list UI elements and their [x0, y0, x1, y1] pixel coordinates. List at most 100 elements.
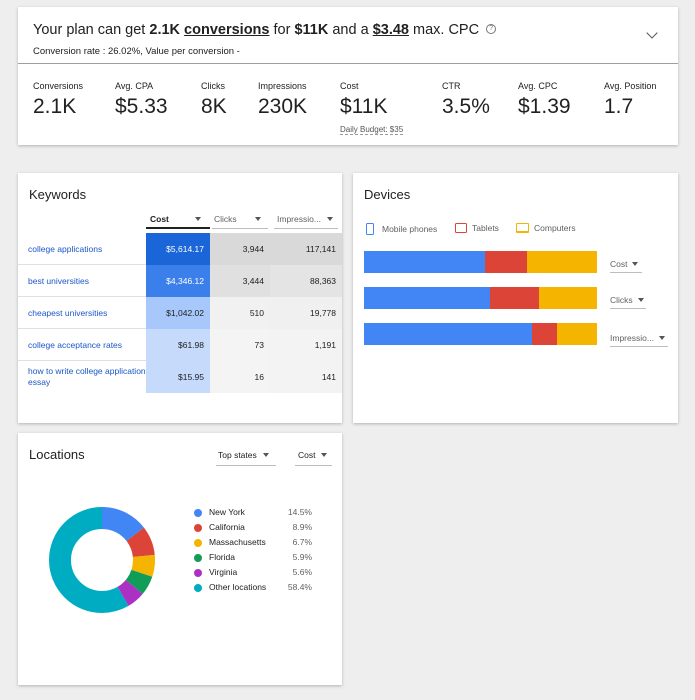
keyword-link[interactable]: college applications [28, 243, 103, 254]
table-row: best universities $4,346.12 3,444 88,363 [18, 265, 342, 297]
clicks-cell: 510 [210, 297, 270, 329]
legend-label: Tablets [472, 223, 499, 233]
location-percent: 58.4% [287, 582, 312, 592]
legend-computers: Computers [516, 223, 576, 233]
location-item-california: California 8.9% [194, 521, 312, 536]
legend-dot [194, 569, 202, 577]
metric-clicks: Clicks 8K [201, 81, 227, 119]
cost-cell: $15.95 [146, 361, 210, 393]
table-row: how to write college application essay $… [18, 361, 342, 393]
select-underline [295, 465, 332, 466]
select-value: Impressio... [610, 333, 654, 343]
select-value: Top states [218, 450, 257, 460]
bar-segment-computer [557, 323, 597, 345]
metric-label: Impressions [258, 81, 307, 91]
select-underline [216, 465, 276, 466]
metric-select-cost[interactable]: Cost [610, 259, 639, 269]
legend-dot [194, 554, 202, 562]
column-header-clicks[interactable]: Clicks [214, 214, 261, 224]
bar-segment-mobile [364, 251, 486, 273]
chevron-down-icon [632, 262, 639, 266]
metric-avg-cpa: Avg. CPA $5.33 [115, 81, 168, 119]
legend-label: Mobile phones [382, 224, 438, 234]
keyword-link[interactable]: best universities [28, 275, 89, 286]
plan-summary-card: Your plan can get 2.1K conversions for $… [18, 7, 678, 145]
row-divider [18, 360, 146, 361]
location-name: Massachusetts [209, 537, 266, 547]
impressions-cell: 1,191 [270, 329, 342, 361]
chevron-down-icon [326, 217, 333, 221]
row-divider [18, 328, 146, 329]
cost-cell: $5,614.17 [146, 233, 210, 265]
metric-label: CTR [442, 81, 461, 91]
headline-prefix: Your plan can get [33, 22, 146, 38]
chevron-down-icon [254, 217, 261, 221]
stacked-bar-impressions [364, 323, 597, 345]
keyword-link[interactable]: college acceptance rates [28, 339, 123, 350]
keyword-link[interactable]: cheapest universities [28, 307, 108, 318]
locations-card: Locations Top states Cost New York 14.5%… [18, 433, 342, 685]
row-divider [18, 264, 146, 265]
metric-label: Conversions [33, 81, 84, 91]
keyword-link[interactable]: how to write college application essay [28, 366, 146, 387]
metric-select[interactable]: Cost [298, 450, 328, 460]
metric-value: $1.39 [518, 95, 571, 118]
daily-budget-link[interactable]: Daily Budget: $35 [340, 125, 404, 135]
help-icon[interactable]: ? [486, 24, 497, 34]
metric-select-impressions[interactable]: Impressio... [610, 333, 665, 343]
donut-slice-massachusetts[interactable] [49, 507, 155, 613]
metric-label: Avg. Position [604, 81, 657, 91]
metric-conversions: Conversions 2.1K [33, 81, 83, 119]
active-column-underline [146, 227, 210, 229]
headline-conversions-value: 2.1K [149, 22, 181, 38]
cost-cell: $4,346.12 [146, 265, 210, 297]
scope-select[interactable]: Top states [218, 450, 269, 460]
location-item-other: Other locations 58.4% [194, 581, 312, 596]
table-row: cheapest universities $1,042.02 510 19,7… [18, 297, 342, 329]
metric-value: 230K [258, 95, 308, 118]
bar-segment-computer [538, 287, 597, 309]
chevron-down-icon[interactable] [646, 27, 658, 39]
legend-dot [194, 539, 202, 547]
impressions-cell: 19,778 [270, 297, 342, 329]
mobile-phone-icon [366, 223, 374, 235]
legend-dot [194, 584, 202, 592]
chevron-down-icon [637, 298, 644, 302]
conversions-link[interactable]: conversions [184, 22, 270, 38]
metric-value: $11K [340, 95, 388, 118]
metric-value: 8K [201, 95, 227, 118]
column-header-impressions[interactable]: Impressio... [277, 214, 333, 224]
location-name: Virginia [209, 567, 238, 577]
keywords-card: Keywords Cost Clicks Impressio... colleg… [18, 173, 342, 423]
metric-avg-position: Avg. Position 1.7 [604, 81, 656, 119]
donut-slice-other-locations[interactable] [49, 507, 155, 613]
column-underline [274, 228, 338, 229]
metric-value: 2.1K [33, 95, 77, 118]
metric-label: Clicks [201, 81, 225, 91]
tablet-icon [455, 223, 467, 233]
bar-segment-tablet [531, 323, 558, 345]
legend-dot [194, 524, 202, 532]
clicks-cell: 73 [210, 329, 270, 361]
chevron-down-icon [321, 453, 328, 457]
cost-cell: $61.98 [146, 329, 210, 361]
chevron-down-icon [262, 453, 269, 457]
location-percent: 14.5% [287, 507, 312, 517]
bar-segment-computer [527, 251, 597, 273]
devices-card: Devices Mobile phones Tablets Computers … [353, 173, 678, 423]
devices-title: Devices [364, 187, 411, 202]
row-divider [18, 296, 146, 297]
location-item-massachusetts: Massachusetts 6.7% [194, 536, 312, 551]
legend-label: Computers [534, 223, 576, 233]
metric-value: 1.7 [604, 95, 634, 118]
metric-select-clicks[interactable]: Clicks [610, 295, 644, 305]
location-percent: 5.9% [292, 552, 312, 562]
metric-value: 3.5% [442, 95, 490, 118]
column-underline [212, 228, 268, 229]
headline-and-a: and a [332, 22, 369, 38]
metric-label: Cost [340, 81, 359, 91]
max-cpc-link[interactable]: $3.48 [372, 22, 409, 38]
metric-ctr: CTR 3.5% [442, 81, 490, 119]
column-header-cost[interactable]: Cost [150, 214, 201, 224]
cost-cell: $1,042.02 [146, 297, 210, 329]
